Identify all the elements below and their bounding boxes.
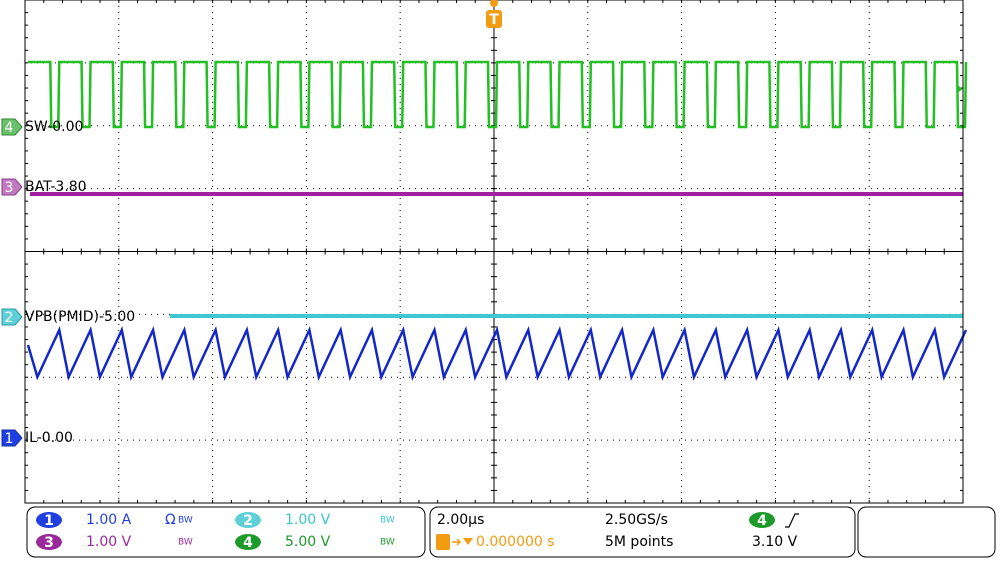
ch2-marker: 2 VPB(PMID)-5.00 <box>1 308 135 326</box>
ch4-setting-number: 4 <box>243 535 253 551</box>
ch1-termination: Ω <box>165 512 176 528</box>
trigger-position-pointer <box>463 538 473 545</box>
ch1-number: 1 <box>5 431 14 447</box>
ch4-label: SW-0.00 <box>25 119 83 135</box>
ch4-trace <box>28 60 968 129</box>
ch4-setting-badge <box>235 534 261 550</box>
ch3-marker: 3 BAT-3.80 <box>1 178 87 196</box>
ch1-scale: 1.00 A <box>86 512 132 528</box>
ch3-scale: 1.00 V <box>86 534 132 550</box>
ch1-setting-number: 1 <box>44 513 54 529</box>
channel-panel <box>26 506 426 558</box>
ch2-number: 2 <box>5 310 14 326</box>
ch4-scale: 5.00 V <box>285 534 331 550</box>
ch3-badge <box>1 178 23 196</box>
ch2-setting: 2 1.00 V BW <box>235 512 395 529</box>
trigger-position-arrow <box>452 538 462 546</box>
ch2-setting-badge <box>235 512 261 528</box>
ch4-setting: 4 5.00 V BW <box>235 534 395 551</box>
ch4-bandwidth: BW <box>380 538 395 548</box>
graticule <box>25 0 963 503</box>
ch4-marker: 4 SW-0.00 <box>1 118 83 136</box>
ch4-number: 4 <box>5 120 14 136</box>
ch1-bandwidth: BW <box>178 516 193 526</box>
extra-panel <box>857 506 996 558</box>
ch3-bandwidth: BW <box>178 538 193 548</box>
ch2-bandwidth: BW <box>380 516 395 526</box>
ch3-number: 3 <box>5 180 14 196</box>
ch2-setting-number: 2 <box>243 513 253 529</box>
ch4-badge <box>1 118 23 136</box>
trigger-position: 0.000000 s <box>436 534 555 550</box>
record-length: 5M points <box>605 534 673 550</box>
trigger-level: 3.10 V <box>752 534 798 550</box>
trigger-level-arrow <box>957 85 963 93</box>
waveforms <box>26 60 968 381</box>
ch1-label: IL-0.00 <box>25 430 73 446</box>
trigger-source: 4 <box>757 513 767 529</box>
ch3-setting: 3 1.00 V BW <box>36 534 193 551</box>
ch1-setting: 1 1.00 A Ω BW <box>36 512 193 529</box>
ch3-label: BAT-3.80 <box>25 179 87 195</box>
ch3-setting-number: 3 <box>44 535 54 551</box>
timebase: 2.00µs <box>437 512 484 528</box>
ch2-label: VPB(PMID)-5.00 <box>25 309 135 325</box>
trigger-source-badge <box>749 512 775 528</box>
ch2-scale: 1.00 V <box>285 512 331 528</box>
trigger-dot <box>490 0 498 7</box>
sample-rate: 2.50GS/s <box>605 512 668 528</box>
trigger-badge <box>486 10 502 28</box>
trigger-position-icon <box>436 534 450 550</box>
ch1-marker: 1 IL-0.00 <box>1 429 73 447</box>
acquisition-panel <box>429 506 856 558</box>
ch2-badge <box>1 308 23 326</box>
ch1-setting-badge <box>36 512 62 528</box>
ch1-badge <box>1 429 23 447</box>
ch1-trace <box>26 326 968 381</box>
trigger-slope-icon <box>785 513 799 528</box>
ch3-setting-badge <box>36 534 62 550</box>
plot-border <box>24 0 964 504</box>
trigger-position-value: 0.000000 s <box>476 534 555 550</box>
trigger-marker: T <box>486 0 502 28</box>
trigger-letter: T <box>489 12 499 28</box>
